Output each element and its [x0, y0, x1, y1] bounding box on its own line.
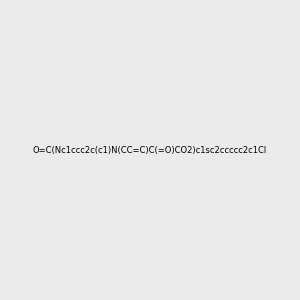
Text: O=C(Nc1ccc2c(c1)N(CC=C)C(=O)CO2)c1sc2ccccc2c1Cl: O=C(Nc1ccc2c(c1)N(CC=C)C(=O)CO2)c1sc2ccc… [33, 146, 267, 154]
